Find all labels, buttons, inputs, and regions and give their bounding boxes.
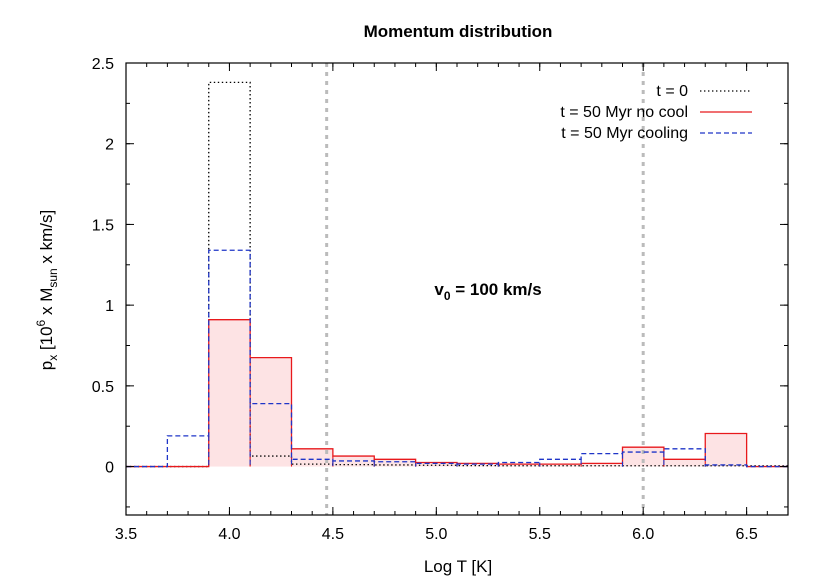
- series-1-fill-bin-8: [457, 463, 499, 467]
- y-axis-label: px [106 x Msun x km/s]: [34, 210, 60, 371]
- plot-series: [126, 81, 788, 468]
- plot-fills: [208, 319, 747, 467]
- y-tick-label-2: 1: [105, 298, 114, 315]
- x-tick-label-4: 5.5: [529, 526, 551, 543]
- series-1-fill-bin-13: [663, 459, 706, 467]
- series-1-fill-bin-14: [705, 433, 747, 467]
- x-axis-label: Log T [K]: [424, 557, 492, 576]
- annotation-rest: = 100 km/s: [451, 280, 542, 299]
- y-tick-label-5: 2.5: [92, 56, 114, 73]
- x-tick-label-6: 6.5: [736, 526, 758, 543]
- series-1-fill-bin-10: [539, 464, 582, 467]
- series-1-fill-bin-4: [291, 448, 333, 467]
- series-1-fill-bin-2: [208, 319, 251, 467]
- legend: t = 0 t = 50 Myr no cool t = 50 Myr coolin…: [560, 83, 752, 142]
- y-tick-label-0: 0: [105, 460, 114, 477]
- series-1-fill-bin-3: [250, 357, 292, 467]
- x-tick-label-0: 3.5: [115, 526, 137, 543]
- x-tick-label-2: 4.5: [322, 526, 344, 543]
- x-tick-label-3: 5.0: [425, 526, 447, 543]
- y-tick-label-3: 1.5: [92, 217, 114, 234]
- legend-label-1: t = 50 Myr no cool: [560, 104, 688, 121]
- velocity-annotation: v0 = 100 km/s: [434, 280, 541, 303]
- y-label-mid: x M: [37, 288, 56, 320]
- y-label-tail: x km/s]: [37, 210, 56, 269]
- series-2-step-line: [126, 249, 788, 468]
- y-label-prefix: p: [37, 361, 56, 370]
- x-tick-label-1: 4.0: [218, 526, 240, 543]
- annotation-main: v: [434, 280, 444, 299]
- y-tick-label-1: 0.5: [92, 379, 114, 396]
- series-1-fill-bin-7: [415, 462, 457, 467]
- y-tick-label-4: 2: [105, 137, 114, 154]
- y-label-exponent: 6: [34, 319, 48, 326]
- series-1-fill-bin-6: [374, 459, 416, 467]
- plot-axes: 3.5 4.0 4.5 5.0 5.5 6.0 6.5 0 0.5 1 1.5 2 2.5: [92, 56, 789, 543]
- y-label-mid-sub: sun: [46, 268, 60, 287]
- series-2: [126, 249, 788, 468]
- legend-label-0: t = 0: [656, 83, 688, 100]
- reference-lines: [325, 63, 645, 515]
- annotation-sub: 0: [444, 289, 451, 303]
- y-label-prefix-sub: x: [46, 355, 60, 361]
- chart-title: Momentum distribution: [364, 22, 553, 41]
- x-tick-label-5: 6.0: [632, 526, 654, 543]
- y-label-open: [10: [37, 326, 56, 354]
- legend-label-2: t = 50 Myr cooling: [561, 125, 688, 142]
- series-1-fill-bin-11: [581, 463, 623, 467]
- series-1-fill-bin-5: [332, 456, 375, 467]
